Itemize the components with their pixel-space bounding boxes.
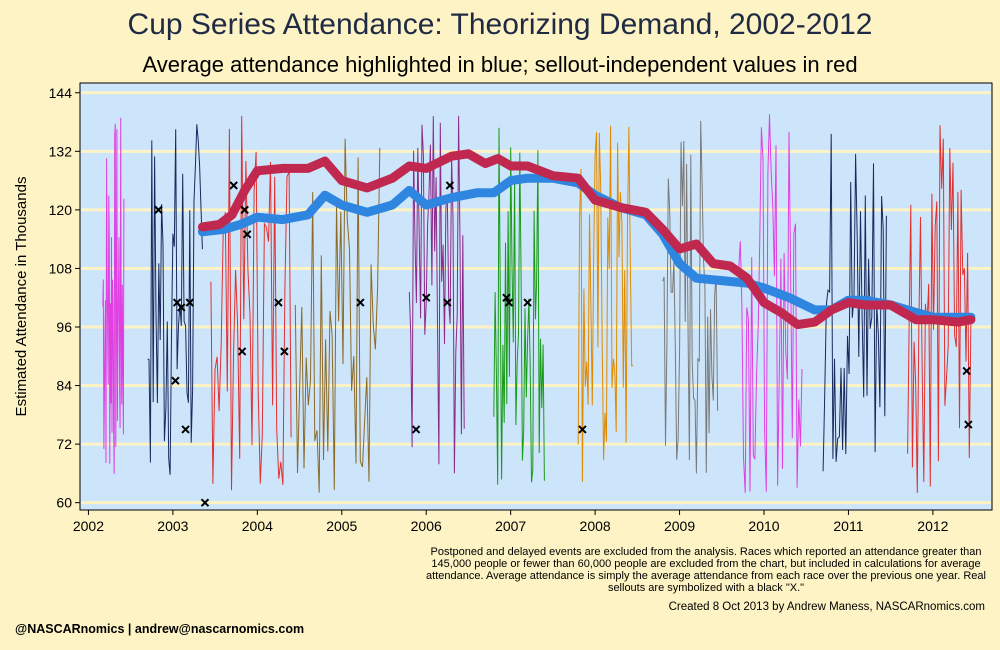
sellout-marker xyxy=(523,298,532,307)
sellout-marker xyxy=(411,425,421,434)
sellout-marker xyxy=(240,205,249,215)
chart-title: Cup Series Attendance: Theorizing Demand… xyxy=(127,8,873,41)
season-trace xyxy=(738,114,803,493)
sellout-marker xyxy=(964,420,973,429)
sellout-marker xyxy=(422,293,431,302)
sellout-marker xyxy=(280,347,289,356)
sellout-marker xyxy=(177,303,186,312)
chart-subtitle: Average attendance highlighted in blue; … xyxy=(142,52,858,77)
season-trace xyxy=(822,133,887,472)
x-tick-label: 2008 xyxy=(580,518,611,534)
y-tick-label: 144 xyxy=(49,85,73,101)
sellout-marker xyxy=(185,298,194,307)
x-tick-label: 2004 xyxy=(242,518,273,534)
x-tick-label: 2011 xyxy=(833,518,863,534)
sellout-marker xyxy=(578,425,587,434)
y-tick-label: 96 xyxy=(56,319,72,335)
methodology-note: Postponed and delayed events are exclude… xyxy=(426,546,986,594)
x-tick-label: 2010 xyxy=(748,518,779,534)
sellout-independent-line xyxy=(197,149,976,330)
season-trace xyxy=(102,117,125,474)
y-tick-label: 120 xyxy=(49,202,73,218)
x-tick-label: 2005 xyxy=(326,518,357,534)
sellout-marker xyxy=(237,347,247,356)
y-tick-label: 84 xyxy=(56,378,72,394)
sellout-marker xyxy=(154,205,163,215)
x-tick-label: 2003 xyxy=(157,518,188,534)
sellout-marker xyxy=(171,376,180,385)
sellout-marker xyxy=(356,298,365,307)
credit-line: Created 8 Oct 2013 by Andrew Maness, NAS… xyxy=(668,601,985,613)
sellout-marker xyxy=(181,425,190,434)
x-tick-label: 2007 xyxy=(495,518,526,534)
sellout-marker xyxy=(504,298,514,307)
author-handle: @NASCARnomics | andrew@nascarnomics.com xyxy=(15,622,305,636)
sellout-marker xyxy=(443,298,452,307)
season-trace xyxy=(907,125,972,493)
season-trace xyxy=(662,120,719,474)
y-axis-label: Estimated Attendance in Thousands xyxy=(13,177,30,417)
sellout-marker xyxy=(502,293,511,302)
sellout-marker xyxy=(242,230,252,239)
x-tick-label: 2002 xyxy=(73,518,104,534)
season-trace xyxy=(408,115,465,474)
y-tick-label: 108 xyxy=(49,260,73,276)
sellout-marker xyxy=(274,298,283,307)
sellout-marker xyxy=(229,181,238,190)
season-trace xyxy=(294,138,381,493)
x-tick-label: 2012 xyxy=(917,518,948,534)
sellout-marker xyxy=(962,366,971,376)
season-trace xyxy=(493,127,545,485)
race-traces xyxy=(102,114,972,493)
y-tick-label: 72 xyxy=(56,436,72,452)
season-trace xyxy=(577,125,634,482)
sellout-marker xyxy=(445,181,455,190)
y-tick-label: 132 xyxy=(49,143,73,159)
sellout-marker xyxy=(200,498,210,507)
x-tick-label: 2009 xyxy=(664,518,695,534)
x-tick-label: 2006 xyxy=(411,518,442,534)
season-trace xyxy=(147,124,203,475)
y-tick-label: 60 xyxy=(56,495,72,511)
